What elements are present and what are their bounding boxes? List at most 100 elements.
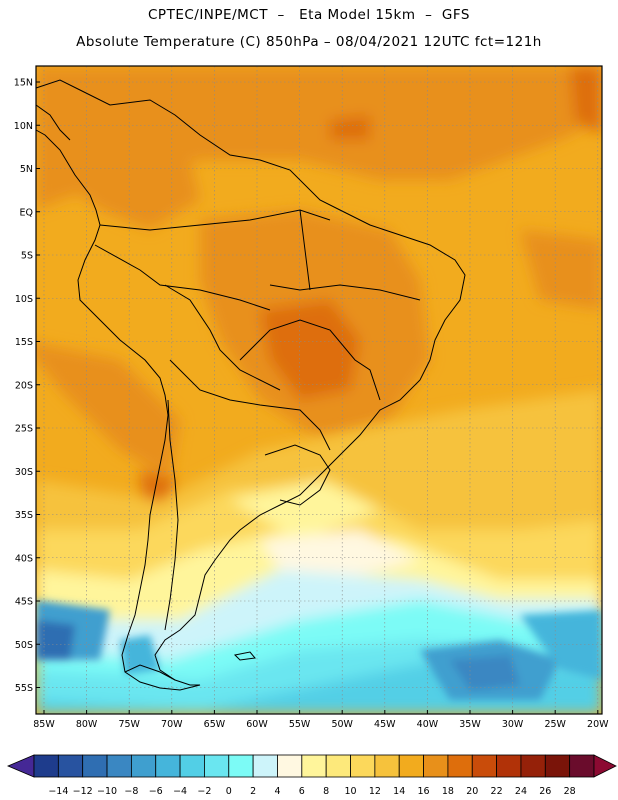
latitude-label: 20S (15, 380, 33, 391)
latitude-label: 35S (15, 510, 33, 521)
longitude-label: 20W (587, 719, 609, 730)
map-title-line-1: CPTEC/INPE/MCT – Eta Model 15km – GFS (148, 7, 470, 23)
latitude-label: 10N (14, 121, 33, 132)
colorbar-swatch (398, 754, 424, 778)
colorbar-swatch (520, 754, 546, 778)
border-northern (99, 209, 331, 231)
colorbar-swatch (374, 754, 400, 778)
colorbar-label: −2 (197, 786, 211, 797)
south-america-coastline (35, 79, 466, 691)
field-patch-20c-ne (570, 66, 602, 135)
colorbar-label: 8 (323, 786, 329, 797)
temperature-field (36, 66, 602, 714)
longitude-label: 40W (417, 719, 439, 730)
colorbar-label: 28 (564, 786, 576, 797)
colorbar-label: −8 (124, 786, 138, 797)
field-cold-east (520, 610, 602, 680)
latitude-label: 45S (15, 597, 33, 608)
longitude-label: 60W (246, 719, 268, 730)
colorbar-swatch (106, 754, 132, 778)
field-patch-20c-north (330, 115, 370, 140)
colorbar-swatch (301, 754, 327, 778)
border-paraguay-argentina (169, 359, 331, 451)
colorbar-swatch (423, 754, 449, 778)
longitude-label: 45W (374, 719, 396, 730)
field-cold-atlantic-core (450, 655, 520, 690)
border-bolivia (164, 284, 281, 391)
colorbar-label: 22 (491, 786, 503, 797)
longitude-label: 30W (502, 719, 524, 730)
longitude-label: 25W (544, 719, 566, 730)
field-band-8c (260, 530, 420, 580)
latitude-label: 5N (20, 164, 33, 175)
colorbar-label: 6 (299, 786, 305, 797)
longitude-label: 50W (331, 719, 353, 730)
border-uruguay (264, 444, 331, 506)
coastlines-and-borders (35, 79, 466, 691)
colorbar-swatch (471, 754, 498, 778)
colorbar: −14 −12 −10 −8 −6 −4 −2 0 2 4 6 8 10 12 14 16 18 20 22 24 26… (6, 754, 617, 797)
colorbar-label: 26 (539, 786, 551, 797)
colorbar-swatch (155, 754, 181, 778)
colorbar-label: 16 (418, 786, 430, 797)
colorbar-label: −12 (73, 786, 93, 797)
colorbar-swatch (252, 754, 278, 778)
colorbar-label: 20 (466, 786, 478, 797)
colorbar-swatch (228, 754, 254, 778)
colorbar-label: 24 (515, 786, 527, 797)
colorbar-swatch (33, 754, 59, 778)
longitude-label: 80W (76, 719, 98, 730)
longitude-label: 55W (289, 719, 311, 730)
colorbar-swatch (496, 754, 522, 778)
field-pacific-warm (36, 343, 180, 480)
colorbar-low-arrow (6, 754, 35, 778)
latitude-label: 25S (15, 424, 33, 435)
latitude-label: 30S (15, 467, 33, 478)
map-title-line-2: Absolute Temperature (C) 850hPa – 08/04/… (76, 34, 542, 50)
map-frame (35, 65, 603, 715)
central-america-coastline (35, 104, 71, 141)
colorbar-swatch (569, 754, 595, 778)
field-band-18c-north (36, 66, 602, 210)
border-chile-argentina (164, 399, 179, 631)
colorbar-label: −14 (48, 786, 68, 797)
latitude-label: EQ (20, 207, 33, 218)
latitude-label: 40S (15, 553, 33, 564)
longitude-axis: 85W 80W 75W 70W 65W 60W 55W 50W 45W 40W 35W 30W 25W 2… (33, 710, 609, 730)
latitude-label: 15N (14, 78, 33, 89)
longitude-label: 65W (204, 719, 226, 730)
latitude-label: 55S (15, 683, 33, 694)
longitude-label: 70W (161, 719, 183, 730)
field-atlantic-warm (520, 230, 602, 310)
tierra-del-fuego (124, 664, 176, 681)
border-brazil-west (299, 209, 311, 291)
colorbar-label: 0 (226, 786, 232, 797)
border-brazil-north (269, 284, 421, 301)
colorbar-swatch (130, 754, 157, 778)
colorbar-high-arrow (593, 754, 617, 778)
colorbar-label: 14 (393, 786, 405, 797)
field-cold-pacific-core (36, 620, 75, 660)
graticule (36, 66, 602, 714)
colorbar-swatch (350, 754, 376, 778)
colorbar-label: −6 (149, 786, 163, 797)
longitude-label: 35W (459, 719, 481, 730)
colorbar-label: 2 (250, 786, 256, 797)
colorbar-swatch (179, 754, 205, 778)
colorbar-label: −4 (173, 786, 187, 797)
colorbar-label: 10 (344, 786, 356, 797)
field-cold-patagonia (120, 635, 160, 675)
colorbar-swatch (325, 754, 351, 778)
border-brazil-states (239, 319, 381, 401)
latitude-label: 10S (15, 294, 33, 305)
colorbar-label: 4 (274, 786, 280, 797)
colorbar-label: −10 (97, 786, 117, 797)
colorbar-label: 18 (442, 786, 454, 797)
colorbar-label: 12 (369, 786, 381, 797)
temperature-map-figure: 15N 10N 5N EQ 5S 10S 15S 20S 25S 30S 35S 40S 45S 50S 5… (6, 65, 617, 797)
field-andes-north (40, 100, 200, 230)
colorbar-swatch (544, 754, 571, 778)
border-peru-brazil (94, 244, 271, 311)
falkland-islands (233, 651, 256, 661)
longitude-label: 75W (118, 719, 140, 730)
